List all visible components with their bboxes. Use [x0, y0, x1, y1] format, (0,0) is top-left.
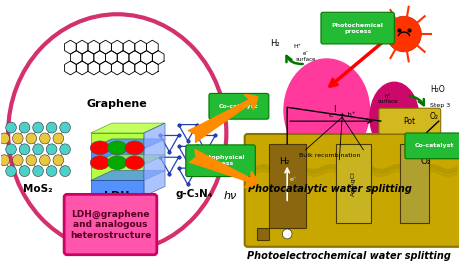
FancyBboxPatch shape [405, 133, 465, 159]
Text: O₂: O₂ [421, 157, 431, 166]
FancyBboxPatch shape [337, 144, 371, 223]
Polygon shape [91, 133, 144, 149]
FancyBboxPatch shape [64, 194, 157, 255]
Text: MoS₂: MoS₂ [23, 184, 53, 194]
Circle shape [6, 166, 17, 177]
Text: Step 3: Step 3 [430, 103, 450, 108]
Circle shape [19, 166, 30, 177]
Ellipse shape [108, 156, 127, 170]
FancyBboxPatch shape [379, 108, 441, 134]
Circle shape [53, 155, 64, 166]
Polygon shape [257, 228, 269, 240]
Text: H⁺: H⁺ [294, 44, 302, 49]
Circle shape [6, 144, 17, 155]
Polygon shape [91, 155, 165, 165]
Circle shape [0, 155, 9, 166]
Text: e⁻ + h⁺: e⁻ + h⁺ [329, 112, 356, 118]
Ellipse shape [125, 141, 144, 155]
Text: O₂: O₂ [430, 112, 439, 121]
Text: H₂: H₂ [270, 39, 280, 48]
Circle shape [39, 155, 50, 166]
FancyBboxPatch shape [209, 93, 269, 119]
Circle shape [60, 122, 71, 133]
Circle shape [6, 122, 17, 133]
Polygon shape [91, 165, 144, 181]
Circle shape [19, 144, 30, 155]
Text: Pot: Pot [404, 117, 416, 126]
Text: Photophysical
process: Photophysical process [196, 155, 246, 166]
Circle shape [33, 166, 44, 177]
Text: Photocatalytic water splitting: Photocatalytic water splitting [248, 184, 411, 194]
Text: H₂: H₂ [279, 157, 290, 166]
Text: hν: hν [224, 191, 237, 201]
Circle shape [46, 166, 57, 177]
Text: H₂O: H₂O [430, 85, 445, 94]
Ellipse shape [283, 58, 370, 162]
Ellipse shape [369, 82, 419, 153]
Text: e⁻
surface: e⁻ surface [295, 51, 316, 62]
Circle shape [0, 133, 9, 144]
FancyBboxPatch shape [245, 134, 461, 247]
Circle shape [12, 133, 23, 144]
Text: h⁺
surface: h⁺ surface [377, 94, 398, 104]
Text: e⁻: e⁻ [290, 177, 297, 182]
Polygon shape [144, 123, 165, 196]
Circle shape [60, 144, 71, 155]
Circle shape [60, 166, 71, 177]
FancyBboxPatch shape [269, 144, 306, 228]
FancyBboxPatch shape [186, 145, 255, 177]
FancyBboxPatch shape [321, 12, 394, 44]
Polygon shape [91, 139, 165, 149]
Ellipse shape [125, 156, 144, 170]
Text: LDH: LDH [104, 191, 130, 201]
Circle shape [46, 144, 57, 155]
Polygon shape [91, 149, 144, 165]
Ellipse shape [90, 156, 109, 170]
Text: LDH@graphene
and analogous
heterostructure: LDH@graphene and analogous heterostructu… [70, 210, 151, 239]
Text: Photochemical
process: Photochemical process [332, 23, 383, 34]
Text: g-C₃N₄: g-C₃N₄ [176, 189, 213, 200]
Circle shape [53, 133, 64, 144]
Circle shape [19, 122, 30, 133]
Polygon shape [91, 171, 165, 181]
Text: Ag/AgCl: Ag/AgCl [351, 171, 356, 196]
Circle shape [387, 16, 421, 52]
Circle shape [33, 122, 44, 133]
Polygon shape [91, 181, 144, 196]
Circle shape [283, 229, 292, 239]
Circle shape [26, 155, 36, 166]
Circle shape [26, 133, 36, 144]
Ellipse shape [90, 141, 109, 155]
Polygon shape [91, 123, 165, 133]
Text: Co-catalyst: Co-catalyst [219, 104, 259, 109]
Ellipse shape [108, 141, 127, 155]
Text: Graphene: Graphene [87, 99, 147, 109]
FancyBboxPatch shape [400, 144, 429, 223]
Circle shape [33, 144, 44, 155]
Text: Co-catalyst: Co-catalyst [415, 143, 455, 148]
Circle shape [12, 155, 23, 166]
Text: Bulk recombination: Bulk recombination [299, 153, 360, 158]
Text: Photoelectrochemical water splitting: Photoelectrochemical water splitting [247, 251, 451, 261]
Circle shape [39, 133, 50, 144]
Text: I: I [333, 105, 336, 114]
Circle shape [46, 122, 57, 133]
